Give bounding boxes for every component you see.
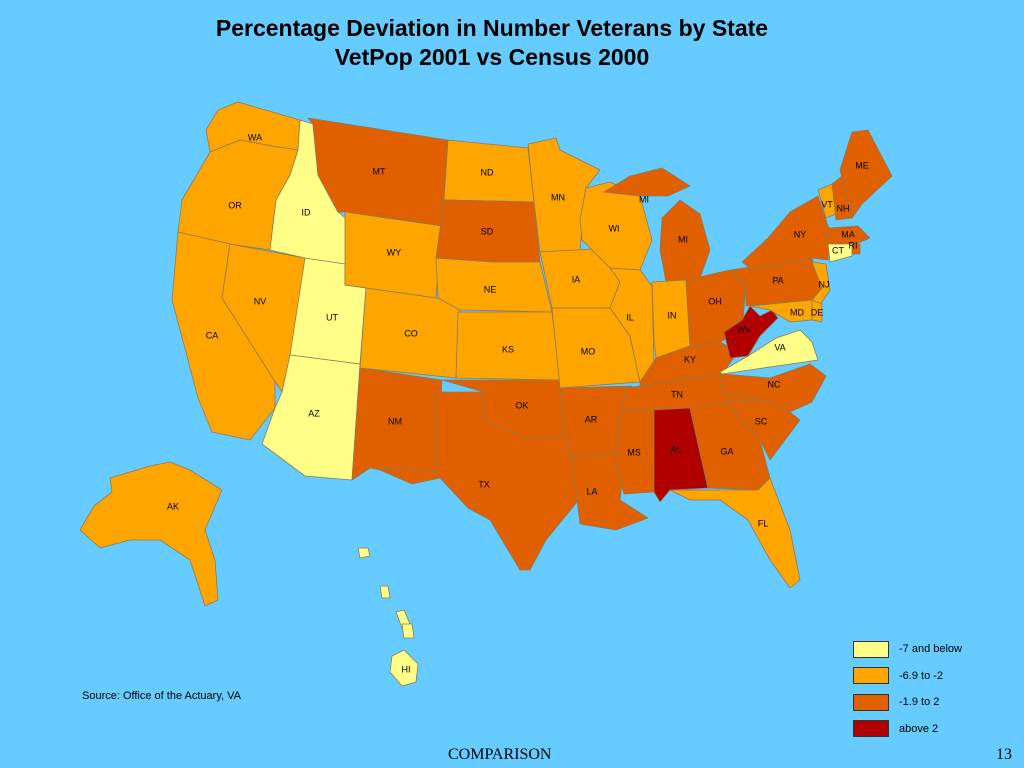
state-label-hi: HI [402,664,411,674]
state-mi2 [659,199,711,283]
page-title: Percentage Deviation in Number Veterans … [0,14,984,72]
state-label-sc: SC [755,416,768,426]
state-label-ct: CT [832,245,844,255]
state-ny [741,195,831,271]
state-label-nh: NH [837,203,850,213]
legend-item-4: above 2 [853,716,1013,743]
state-label-mi: MI [639,194,649,204]
legend-label-2: -6.9 to -2 [899,669,944,682]
state-de [811,299,823,323]
state-label-ga: GA [720,446,733,456]
state-label-mo: MO [581,346,596,356]
legend-label-3: -1.9 to 2 [899,696,940,709]
state-label-ut: UT [326,312,338,322]
state-label-nd: ND [481,167,494,177]
state-label-la: LA [586,486,597,496]
legend-label-1: -7 and below [899,643,962,656]
state-label-mt: MT [373,166,386,176]
source-note: Source: Office of the Actuary, VA [82,690,241,702]
hawaii-island-1 [357,547,371,559]
title-line-1: Percentage Deviation in Number Veterans … [215,15,769,41]
state-label-de: DE [811,307,824,317]
state-ct [827,243,853,263]
state-nc [721,363,827,413]
state-label-ca: CA [206,330,219,340]
state-label-nj: NJ [819,279,830,289]
legend-item-2: -6.9 to -2 [853,663,1013,690]
state-md [749,299,813,323]
state-label-in: IN [668,310,677,320]
state-label-ia: IA [572,274,581,284]
state-label-ky: KY [684,354,696,364]
state-ma [827,225,871,245]
state-label-ma: MA [841,229,855,239]
legend-label-4: above 2 [899,722,939,735]
state-label-oh: OH [708,296,722,306]
state-label-sd: SD [481,226,494,236]
state-label-az: AZ [308,408,320,418]
page-number: 13 [996,746,1012,763]
legend-swatch-2 [853,667,889,685]
state-label-ok: OK [515,400,528,410]
state-label-ms: MS [627,447,641,457]
state-label-wv: WV [737,324,752,334]
state-label-il: IL [626,312,634,322]
state-label-ny: NY [794,229,807,239]
state-hi [389,649,419,687]
state-label-md: MD [790,307,804,317]
state-label-wy: WY [387,247,402,257]
state-fl [669,477,801,589]
hawaii-island-4 [401,623,415,639]
state-label-fl: FL [758,518,769,528]
state-label-me: ME [855,160,869,170]
state-label-nv: NV [254,296,267,306]
state-label-wi: WI [609,223,620,233]
state-label-id: ID [302,207,312,217]
state-me [839,129,893,219]
state-label-ar: AR [585,414,598,424]
state-label-nm: NM [388,416,402,426]
legend-item-1: -7 and below [853,636,1013,663]
footer-label: COMPARISON [448,746,552,763]
state-label-va: VA [774,342,785,352]
state-ak [79,461,223,607]
state-label-co: CO [404,328,418,338]
state-label-nc: NC [768,379,781,389]
state-label-pa: PA [772,275,783,285]
state-wv [723,305,779,359]
state-label-ri: RI [849,240,858,250]
title-line-2: VetPop 2001 vs Census 2000 [334,44,650,70]
state-label-mi2: MI [678,234,688,244]
state-label-ak: AK [167,501,179,511]
legend-swatch-4 [853,720,889,738]
hawaii-island-2 [379,585,391,599]
state-label-vt: VT [821,199,833,209]
state-va [719,329,819,375]
state-label-mn: MN [551,192,565,202]
state-label-wa: WA [248,132,262,142]
map-legend: -7 and below -6.9 to -2 -1.9 to 2 above … [853,636,1013,742]
state-label-tx: TX [478,479,490,489]
state-label-ne: NE [484,284,497,294]
legend-item-3: -1.9 to 2 [853,689,1013,716]
state-tx [369,391,583,571]
state-label-tn: TN [671,389,683,399]
legend-swatch-1 [853,640,889,658]
state-ms [615,409,655,495]
state-label-al: AL [670,444,681,454]
state-mi [603,167,691,197]
state-label-ks: KS [502,344,514,354]
legend-swatch-3 [853,693,889,711]
state-label-or: OR [228,200,242,210]
